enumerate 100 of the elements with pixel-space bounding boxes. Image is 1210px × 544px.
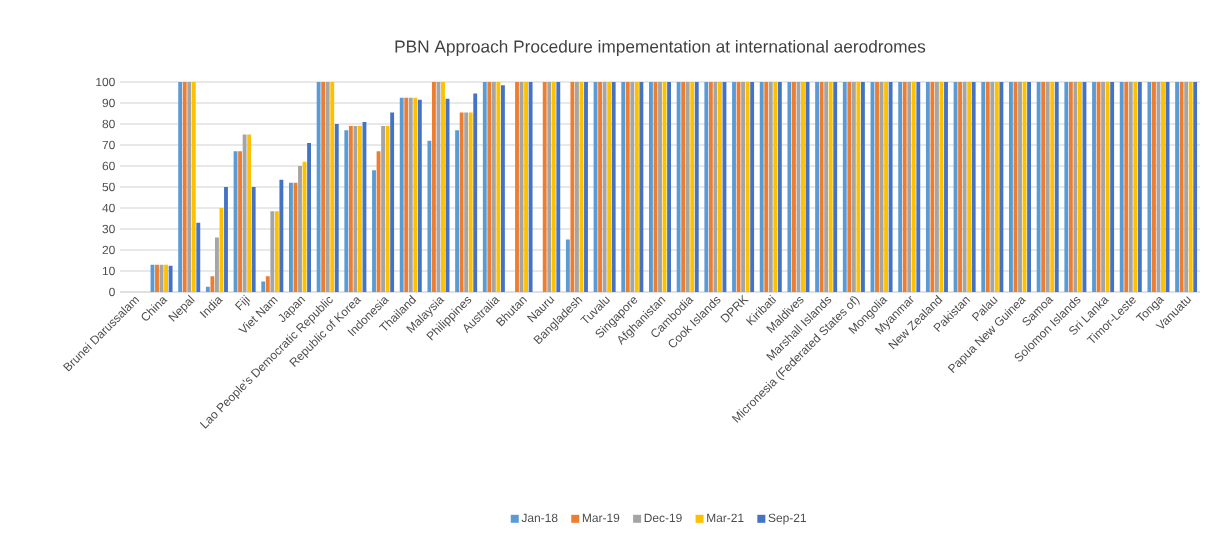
bar (732, 82, 736, 292)
bar (515, 82, 519, 292)
bar (1119, 82, 1124, 292)
bar (884, 82, 889, 292)
y-tick-label: 50 (102, 182, 115, 192)
bar (1050, 82, 1055, 292)
bar (1152, 82, 1156, 292)
bar (764, 82, 769, 292)
legend-label: Mar-21 (707, 513, 744, 523)
bar (981, 82, 986, 292)
bar (649, 82, 653, 292)
y-tick-label: 10 (102, 266, 115, 276)
y-tick-label: 40 (102, 203, 115, 213)
bar (787, 82, 792, 292)
bar (607, 82, 612, 292)
bar (348, 126, 353, 292)
bar (935, 82, 939, 292)
bar (344, 130, 349, 292)
bar (390, 112, 395, 292)
bar (634, 82, 639, 292)
bar (1175, 82, 1180, 292)
bar (1041, 82, 1046, 292)
bar (187, 82, 192, 292)
bar (565, 239, 570, 292)
bar (551, 82, 556, 292)
bar (944, 82, 948, 292)
bar (164, 264, 169, 292)
bar (750, 82, 755, 292)
bar (251, 187, 256, 292)
bar (759, 82, 764, 292)
bar (708, 82, 713, 292)
bar (1110, 82, 1115, 292)
bar (856, 82, 861, 292)
bar (357, 126, 362, 292)
bar (214, 237, 219, 292)
bar (1188, 82, 1193, 292)
bar (681, 82, 686, 292)
bar (1193, 82, 1198, 292)
bar (1092, 82, 1096, 292)
legend-label: Sep-21 (768, 513, 806, 525)
bar (690, 82, 695, 292)
bar (1179, 82, 1184, 292)
bar (1137, 82, 1142, 292)
bar (408, 97, 413, 292)
bar (325, 82, 330, 292)
bar (815, 82, 820, 292)
bar (602, 82, 607, 292)
y-tick-label: 30 (102, 224, 115, 234)
y-tick-label: 80 (102, 119, 115, 129)
bar (473, 93, 478, 292)
bar (307, 142, 312, 292)
bar (191, 82, 196, 292)
bar (985, 82, 990, 292)
bar (1133, 82, 1138, 292)
bar (1073, 82, 1078, 292)
legend-label: Dec-19 (644, 513, 682, 523)
bar (902, 82, 907, 292)
chart-title: PBN Approach Procedure impementation at international aerodromes (395, 39, 926, 57)
bar (528, 82, 533, 292)
y-tick-label: 100 (96, 77, 115, 87)
bar (1064, 82, 1069, 292)
bar (958, 82, 963, 292)
bar (911, 82, 916, 292)
bar (962, 82, 967, 292)
bar (819, 82, 824, 292)
bar (224, 187, 228, 292)
bar (971, 82, 976, 292)
bar (247, 134, 252, 292)
bar (404, 97, 409, 292)
bar (279, 179, 284, 292)
bar (1068, 82, 1073, 292)
y-tick-label: 20 (102, 245, 115, 255)
bar (556, 82, 561, 292)
bar (833, 82, 838, 292)
bar (487, 82, 492, 292)
bar (925, 82, 930, 292)
bar (265, 276, 270, 292)
bar (524, 82, 529, 292)
bar (385, 126, 390, 292)
bar (801, 82, 805, 292)
y-tick-label: 60 (102, 161, 115, 171)
bar (168, 265, 173, 292)
bar (1036, 82, 1041, 292)
bar (704, 82, 709, 292)
bar (242, 134, 247, 292)
bar (270, 211, 275, 292)
bar (667, 82, 672, 292)
bar (155, 264, 159, 292)
bar (205, 286, 210, 292)
bar (464, 112, 469, 292)
bar (828, 82, 833, 292)
bar (1161, 82, 1165, 292)
bar (570, 82, 575, 292)
bar (1077, 82, 1082, 292)
bar (598, 82, 603, 292)
bar (860, 82, 865, 292)
bar (994, 82, 999, 292)
bar (1147, 82, 1152, 292)
bar (694, 82, 699, 292)
bar (542, 82, 547, 292)
